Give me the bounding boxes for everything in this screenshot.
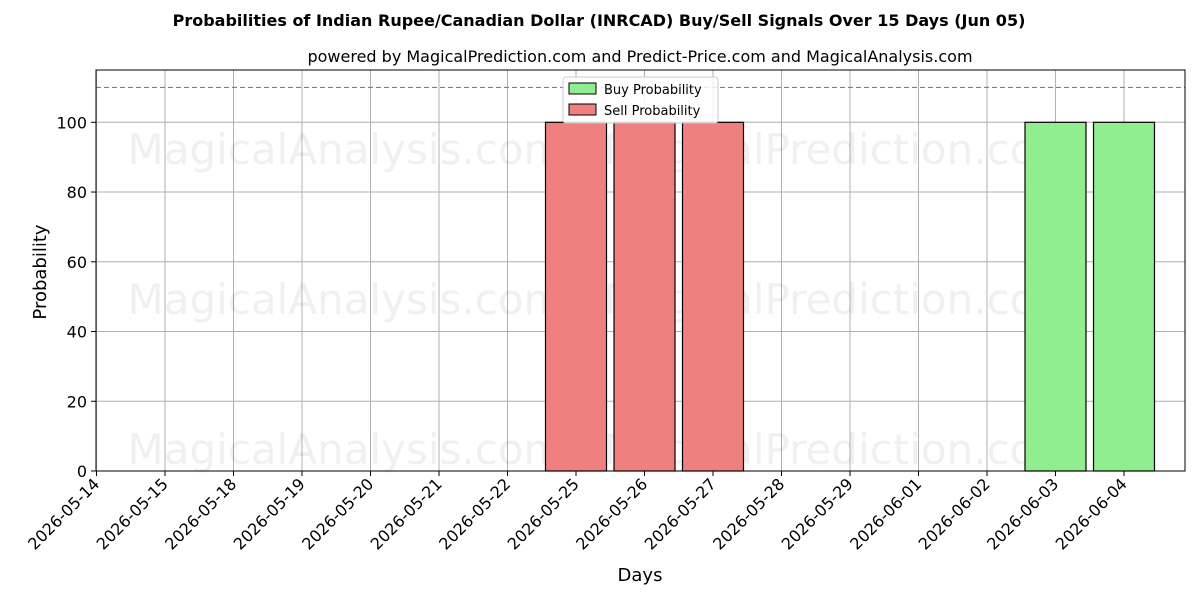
x-tick-label: 2026-05-21 xyxy=(367,474,446,553)
x-tick-label: 2026-05-15 xyxy=(93,474,172,553)
legend: Buy Probability Sell Probability xyxy=(562,76,719,124)
legend-swatch xyxy=(568,82,597,95)
x-tick-label: 2026-05-25 xyxy=(504,474,583,553)
y-tick-label: 80 xyxy=(67,183,87,202)
watermark-text: MagicalAnalysis.com xyxy=(128,125,565,174)
watermark-text: MagicalAnalysis.com xyxy=(128,275,565,324)
bar-buy-probability xyxy=(1024,121,1087,472)
x-tick-label: 2026-05-26 xyxy=(572,474,651,553)
legend-box xyxy=(562,76,719,124)
x-tick-label: 2026-05-14 xyxy=(24,474,103,553)
x-tick-label: 2026-06-03 xyxy=(983,474,1062,553)
y-tick-label: 100 xyxy=(56,113,87,132)
bar-buy-probability xyxy=(1092,121,1156,472)
watermark-text: MagicalAnalysis.com xyxy=(128,425,565,474)
x-tick-label: 2026-05-20 xyxy=(298,474,377,553)
x-tick-label: 2026-05-19 xyxy=(230,474,309,553)
x-tick-label: 2026-05-22 xyxy=(435,474,514,553)
y-tick-label: 60 xyxy=(67,253,87,272)
x-tick-label: 2026-05-28 xyxy=(709,474,788,553)
x-tick-label: 2026-06-04 xyxy=(1052,474,1131,553)
bar-sell-probability xyxy=(681,121,745,472)
chart-subtitle: powered by MagicalPrediction.com and Pre… xyxy=(307,47,972,66)
x-tick-label: 2026-05-29 xyxy=(778,474,857,553)
legend-swatch xyxy=(568,103,597,116)
bar-sell-probability xyxy=(613,121,676,472)
y-tick-label: 20 xyxy=(67,392,87,411)
legend-label: Sell Probability xyxy=(604,104,701,119)
x-tick-label: 2026-05-18 xyxy=(161,474,240,553)
x-tick-label: 2026-06-01 xyxy=(846,474,925,553)
x-tick-label: 2026-05-27 xyxy=(641,474,720,553)
y-tick-label: 40 xyxy=(67,323,87,342)
bars xyxy=(544,121,1156,472)
y-tick-label: 0 xyxy=(77,462,87,481)
bar-sell-probability xyxy=(544,121,608,472)
plot-area xyxy=(95,69,1186,472)
x-tick-label: 2026-06-02 xyxy=(915,474,994,553)
legend-label: Buy Probability xyxy=(604,83,702,98)
x-axis-label: Days xyxy=(618,565,663,586)
y-axis-label: Probability xyxy=(30,224,51,319)
chart-title: Probabilities of Indian Rupee/Canadian D… xyxy=(173,11,1026,30)
